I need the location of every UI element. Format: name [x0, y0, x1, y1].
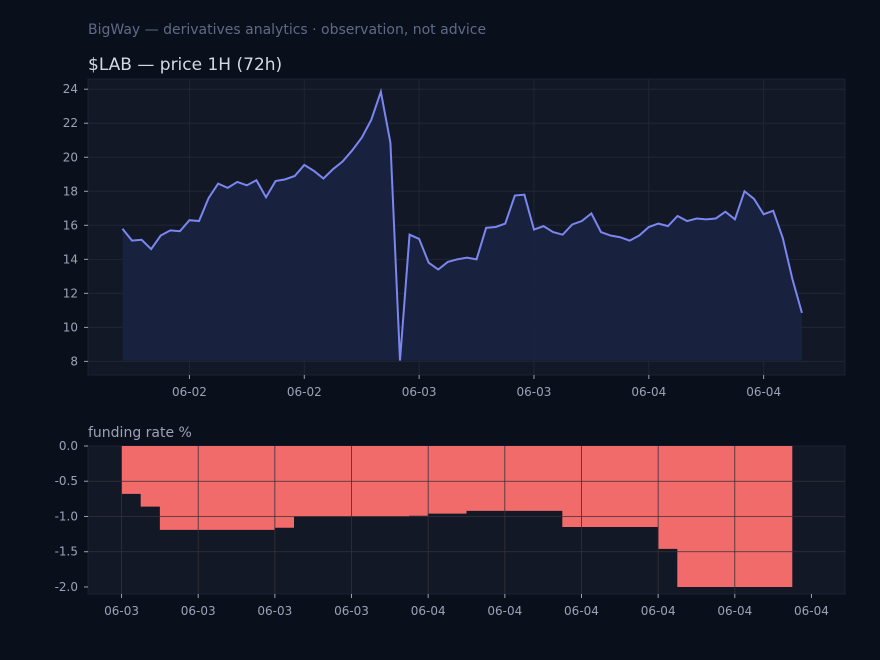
price-y-tick-label: 22: [63, 116, 78, 130]
price-y-tick-label: 18: [63, 184, 78, 198]
price-x-tick-label: 06-02: [172, 385, 207, 399]
funding-gridlines: [88, 446, 845, 594]
price-y-tick-label: 14: [63, 252, 78, 266]
funding-x-tick-label: 06-04: [717, 604, 752, 618]
price-y-tick-label: 24: [63, 82, 78, 96]
price-chart-title: $LAB — price 1H (72h): [88, 55, 282, 75]
funding-x-tick-label: 06-03: [334, 604, 369, 618]
price-x-tick-label: 06-03: [402, 385, 437, 399]
funding-y-axis: 0.0 -0.5 -1.0 -1.5 -2.0: [55, 439, 88, 594]
price-area-fill: [122, 91, 802, 361]
funding-x-tick-label: 06-03: [257, 604, 292, 618]
funding-y-tick-label: -1.5: [55, 545, 78, 559]
funding-y-tick-label: -0.5: [55, 474, 78, 488]
price-y-tick-label: 12: [63, 286, 78, 300]
price-x-tick-label: 06-04: [631, 385, 666, 399]
funding-y-tick-label: -1.0: [55, 509, 78, 523]
funding-x-axis: 06-03 06-03 06-03 06-03 06-04 06-04 06-04 06-04…: [104, 594, 829, 618]
price-series-line: [121, 87, 803, 361]
funding-chart-title: funding rate %: [88, 425, 192, 441]
price-x-tick-label: 06-03: [517, 385, 552, 399]
price-x-tick-label: 06-04: [746, 385, 781, 399]
price-y-axis: 8 10 12 14 16 18 20 22 24: [63, 82, 88, 368]
funding-x-tick-label: 06-03: [181, 604, 216, 618]
price-y-tick-label: 16: [63, 218, 78, 232]
funding-x-tick-label: 06-04: [794, 604, 829, 618]
funding-x-tick-label: 06-04: [641, 604, 676, 618]
funding-x-tick-label: 06-03: [104, 604, 139, 618]
funding-y-tick-label: 0.0: [59, 439, 78, 453]
funding-x-tick-label: 06-04: [487, 604, 522, 618]
price-y-tick-label: 10: [63, 320, 78, 334]
funding-x-tick-label: 06-04: [411, 604, 446, 618]
price-y-tick-label: 20: [63, 150, 78, 164]
price-x-tick-label: 06-02: [287, 385, 322, 399]
brand-line: BigWay — derivatives analytics · observa…: [88, 22, 486, 38]
price-y-tick-label: 8: [70, 354, 78, 368]
funding-x-tick-label: 06-04: [564, 604, 599, 618]
funding-y-tick-label: -2.0: [55, 580, 78, 594]
price-x-axis: 06-02 06-02 06-03 06-03 06-04 06-04: [172, 375, 781, 399]
